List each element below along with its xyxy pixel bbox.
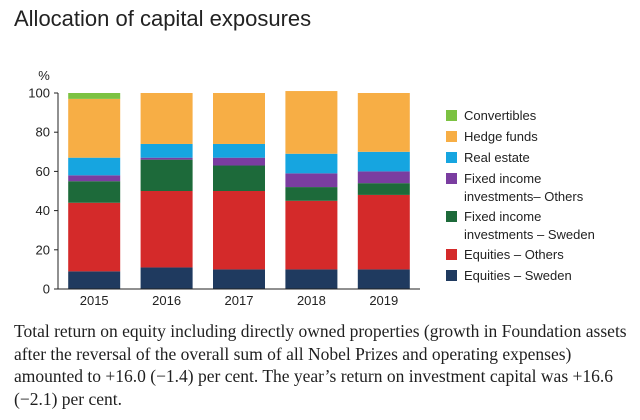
bar-segment-2017 [213, 143, 265, 158]
y-tick-label: 40 [36, 203, 50, 218]
bar-segment-2018 [285, 153, 338, 174]
legend-label: Real estate [464, 150, 530, 165]
bar-segment-2016 [140, 267, 193, 289]
x-tick-label: 2017 [225, 293, 254, 308]
legend-label: Equities – Others [464, 247, 564, 262]
legend-label: Hedge funds [464, 129, 538, 144]
stacked-bar-chart: % 0 20 40 60 80 100 2015 2016 2017 2018 2019 Convert… [28, 68, 595, 308]
y-axis-label: % [38, 68, 50, 83]
bar-segment-2016 [140, 143, 193, 158]
bar-segment-2017 [213, 157, 265, 166]
bar-segment-2018 [285, 200, 338, 270]
bar-segment-2019 [357, 93, 410, 152]
legend-swatch [446, 211, 457, 222]
chart-title: Allocation of capital exposures [14, 6, 312, 31]
bar-segment-2019 [357, 269, 410, 289]
caption-text: Total return on equity including directl… [14, 321, 627, 409]
x-tick-label: 2016 [152, 293, 181, 308]
bar-segment-2017 [213, 165, 265, 191]
bar-segment-2018 [285, 187, 338, 201]
bar-segment-2018 [285, 269, 338, 289]
bar-segment-2015 [68, 181, 121, 203]
legend-label: Equities – Sweden [464, 268, 572, 283]
legend-swatch [446, 152, 457, 163]
bar-segment-2019 [357, 194, 410, 270]
legend-label: Fixed income [464, 171, 541, 186]
legend-label: investments – Sweden [464, 227, 595, 242]
bar-segment-2015 [68, 202, 121, 272]
bar-segment-2015 [68, 175, 121, 182]
y-tick-label: 0 [43, 282, 50, 297]
bar-segment-2015 [68, 98, 121, 158]
bar-segment-2015 [68, 93, 121, 99]
bar-segment-2016 [140, 191, 193, 268]
bar-segment-2018 [285, 173, 338, 188]
bar-segment-2019 [357, 171, 410, 184]
bar-segment-2017 [213, 93, 265, 144]
y-tick-label: 100 [28, 86, 50, 101]
legend-label: Fixed income [464, 209, 541, 224]
legend-label: investments– Others [464, 189, 584, 204]
legend-swatch [446, 249, 457, 260]
x-tick-label: 2019 [369, 293, 398, 308]
y-tick-label: 20 [36, 242, 50, 257]
bar-segment-2017 [213, 269, 265, 289]
bar-segment-2018 [285, 91, 338, 154]
y-tick-label: 80 [36, 125, 50, 140]
bar-segment-2017 [213, 191, 265, 270]
bar-segment-2019 [357, 183, 410, 195]
bar-segment-2016 [140, 157, 193, 160]
legend-label: Convertibles [464, 108, 537, 123]
x-tick-label: 2018 [297, 293, 326, 308]
bar-segment-2015 [68, 157, 121, 176]
y-tick-label: 60 [36, 164, 50, 179]
bar-segment-2015 [68, 271, 121, 289]
x-tick-label: 2015 [80, 293, 109, 308]
bar-segment-2016 [140, 93, 193, 144]
bar-segment-2016 [140, 159, 193, 191]
legend-swatch [446, 173, 457, 184]
legend-swatch [446, 110, 457, 121]
legend-swatch [446, 270, 457, 281]
legend-swatch [446, 131, 457, 142]
bar-segment-2019 [357, 151, 410, 172]
